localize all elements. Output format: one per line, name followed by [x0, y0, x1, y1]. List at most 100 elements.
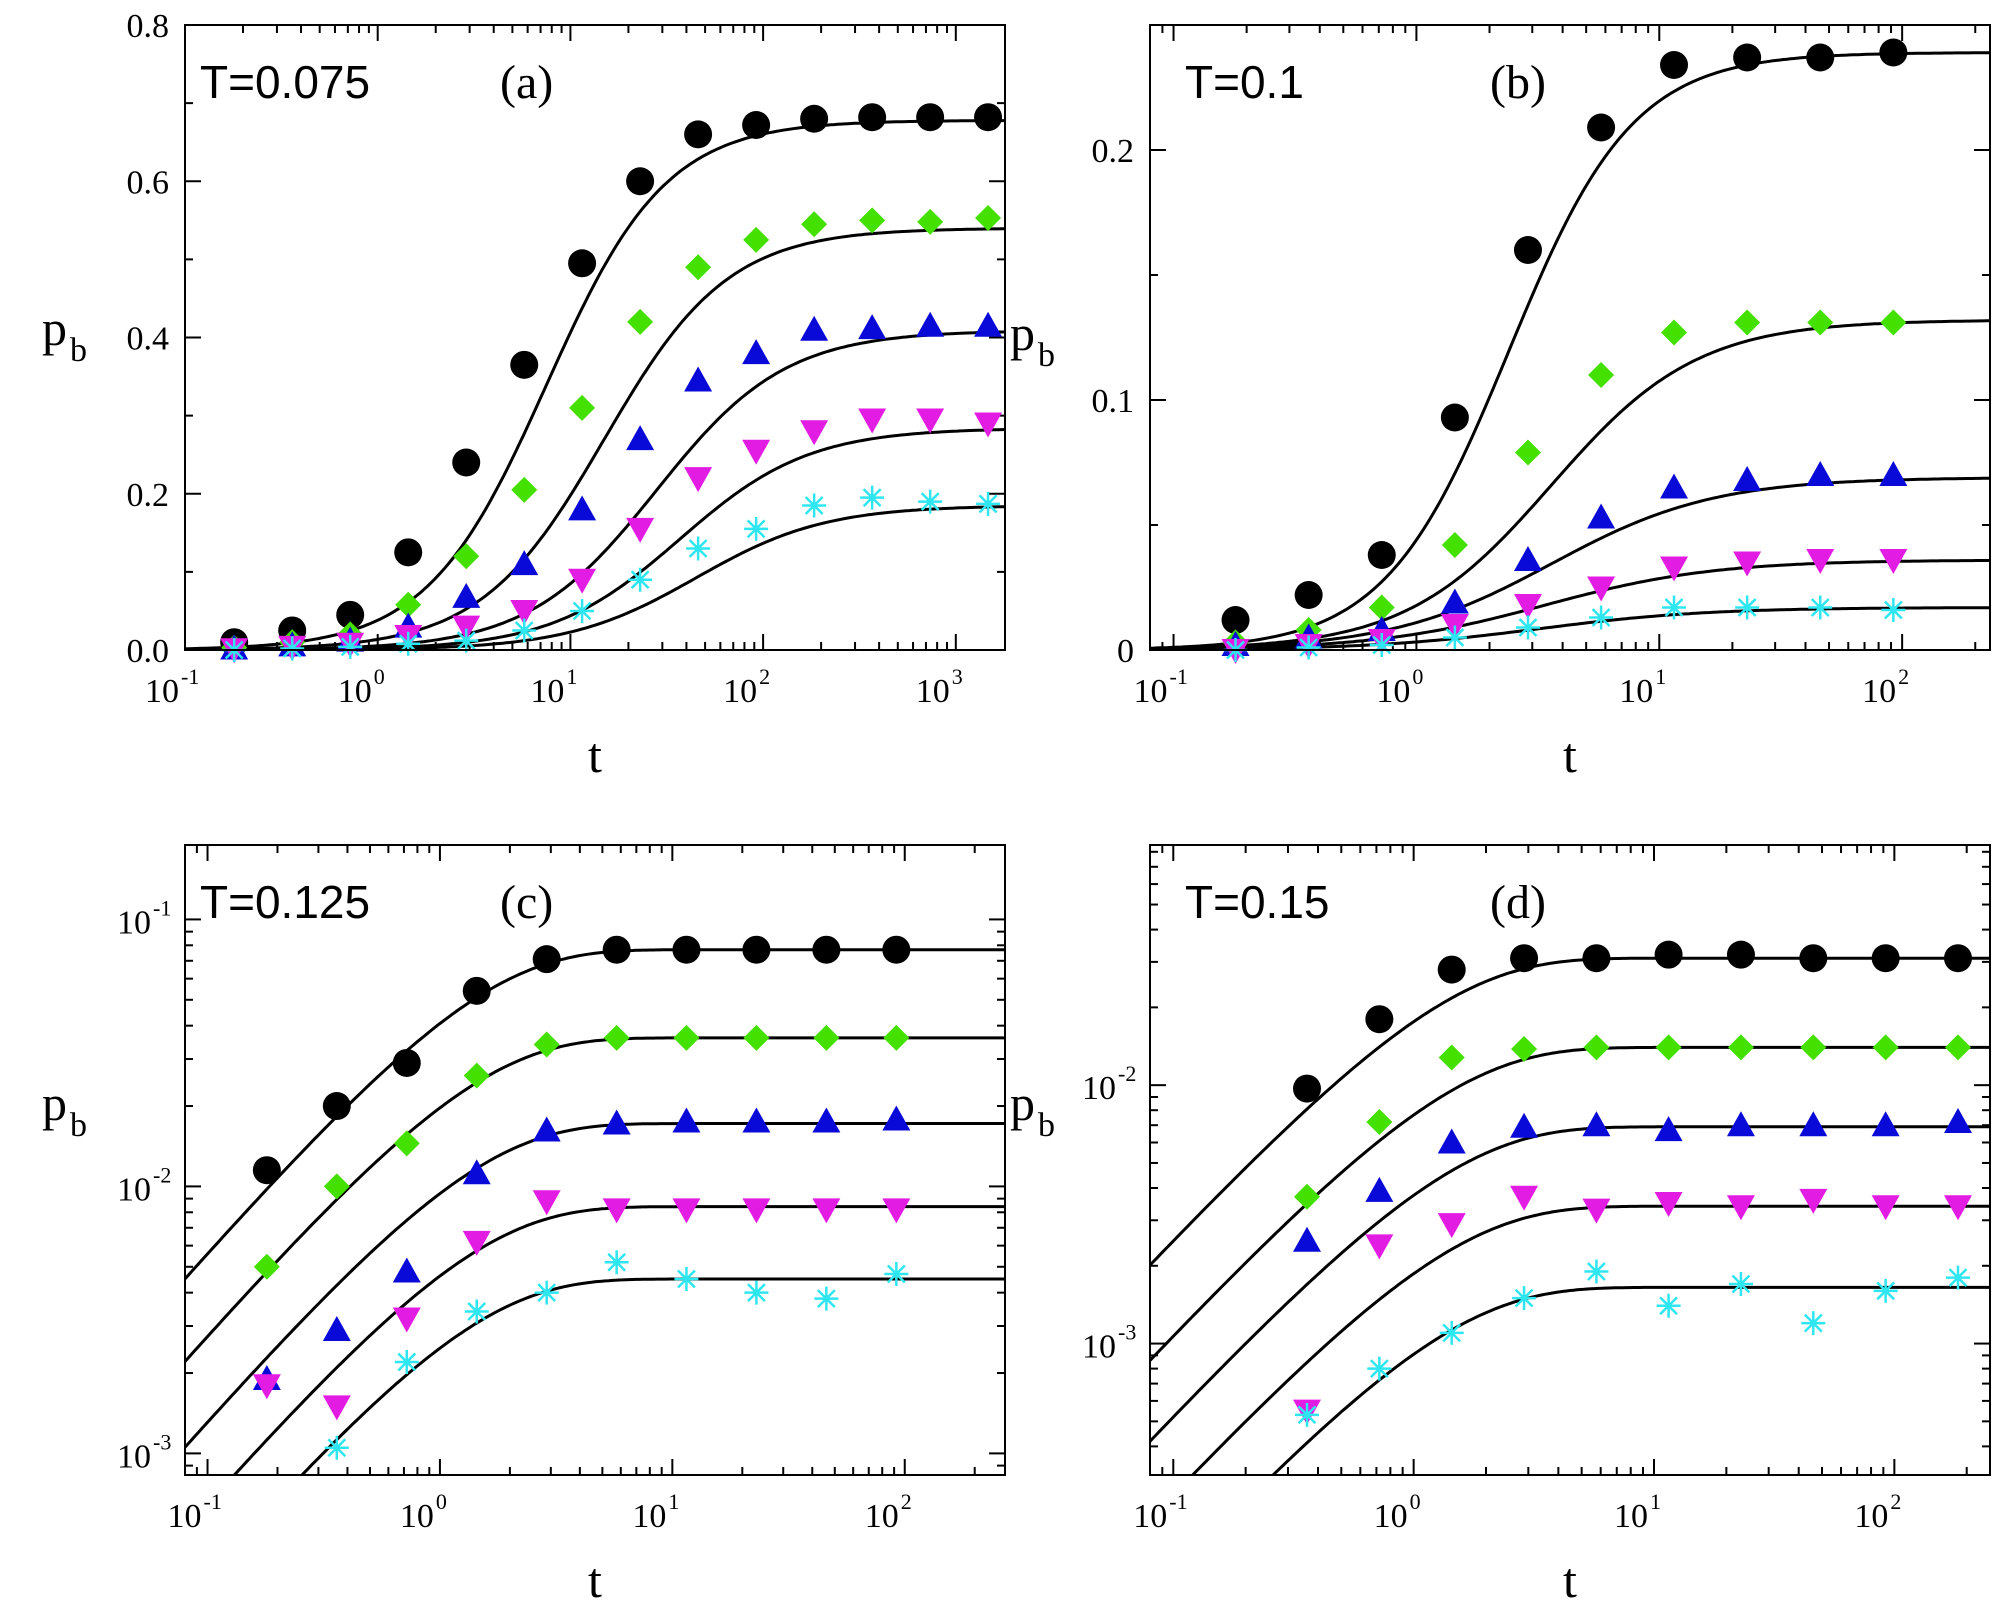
x-axis-label: t	[588, 727, 602, 783]
svg-text:p: p	[1010, 1075, 1035, 1131]
circle-point	[1293, 1074, 1322, 1103]
circle-point	[322, 1092, 351, 1121]
y-tick-label: 10 -2	[117, 1162, 171, 1208]
fit-curve-triangle-down	[232, 1205, 1005, 1475]
diamond-point	[511, 476, 538, 503]
diamond-point	[1880, 309, 1907, 336]
diamond-point	[1583, 1034, 1610, 1061]
y-tick-label: 0.4	[127, 321, 170, 358]
triangle-down-point	[1799, 1188, 1828, 1214]
star-point	[1367, 1356, 1392, 1381]
temperature-label: T=0.15	[1185, 876, 1330, 928]
star-point	[604, 1250, 629, 1275]
diamond-point	[1800, 1034, 1827, 1061]
diamond-point	[569, 394, 596, 421]
triangle-down-point	[1733, 551, 1762, 577]
svg-text:-1: -1	[204, 1489, 222, 1514]
triangle-down-point	[1944, 1195, 1973, 1221]
svg-text:0: 0	[436, 1489, 447, 1514]
svg-text:2: 2	[901, 1489, 912, 1514]
circle-point	[452, 448, 481, 477]
star-point	[884, 1261, 909, 1286]
svg-text:10: 10	[338, 673, 372, 710]
series-triangle-down	[1221, 549, 1908, 664]
star-point	[534, 1280, 559, 1305]
circle-point	[916, 103, 945, 132]
series-diamond	[1294, 1034, 1972, 1210]
svg-text:10: 10	[723, 673, 757, 710]
triangle-down-point	[392, 1307, 421, 1333]
triangle-down-point	[1660, 556, 1689, 582]
x-tick-label: 10 1	[632, 1489, 679, 1535]
circle-point	[800, 104, 829, 133]
circle-point	[812, 935, 841, 964]
diamond-point	[453, 543, 480, 570]
star-point	[1369, 633, 1394, 657]
fit-curve-triangle-down	[1150, 559, 1990, 650]
triangle-down-point	[1582, 1198, 1611, 1224]
series-diamond	[1222, 309, 1907, 656]
fit-curve-diamond	[185, 227, 1005, 650]
panel-c: 10 -1 10 0 10 1 10 210 -310 -210 -1 T=0.125 (c)tp b	[42, 844, 1006, 1600]
triangle-up-point	[812, 1107, 841, 1133]
y-tick-label: 0.6	[127, 164, 170, 201]
triangle-down-point	[684, 467, 713, 493]
series-triangle-up	[1293, 1108, 1973, 1252]
triangle-down-point	[812, 1198, 841, 1224]
triangle-down-point	[532, 1190, 561, 1216]
triangle-up-point	[1510, 1112, 1539, 1138]
star-point	[1515, 615, 1540, 640]
triangle-up-point	[800, 315, 829, 341]
x-tick-label: 10 -1	[168, 1489, 222, 1535]
triangle-down-point	[462, 1230, 491, 1256]
series-star	[1295, 1259, 1970, 1427]
triangle-down-point	[510, 599, 539, 625]
circle-point	[1654, 940, 1683, 969]
fit-curve-circle	[1150, 956, 1990, 1267]
circle-point	[626, 167, 655, 196]
series-triangle-up	[1221, 461, 1908, 656]
triangle-up-point	[510, 550, 539, 576]
star-point	[1656, 1293, 1681, 1318]
svg-text:10: 10	[1374, 1498, 1408, 1535]
panel-label: (b)	[1490, 56, 1546, 109]
diamond-point	[393, 1130, 420, 1157]
diamond-point	[323, 1173, 350, 1200]
svg-text:2: 2	[759, 664, 770, 689]
x-axis-label: t	[1563, 1552, 1577, 1600]
triangle-up-point	[1660, 473, 1689, 499]
series-triangle-down	[1293, 1185, 1973, 1425]
diamond-point	[801, 211, 828, 238]
star-point	[1589, 605, 1614, 630]
fit-curve-triangle-up	[185, 1122, 1005, 1449]
svg-text:b: b	[1038, 337, 1055, 374]
triangle-up-point	[392, 1257, 421, 1283]
svg-text:0: 0	[1410, 1489, 1421, 1514]
diamond-point	[533, 1031, 560, 1058]
star-point	[1808, 595, 1833, 620]
triangle-up-point	[1799, 1111, 1828, 1137]
star-point	[1296, 635, 1321, 660]
svg-text:10: 10	[865, 1498, 899, 1535]
circle-point	[1582, 944, 1611, 973]
svg-text:10: 10	[145, 673, 179, 710]
y-tick-label: 0	[1117, 633, 1134, 670]
svg-text:b: b	[70, 1107, 87, 1144]
star-point	[744, 1280, 769, 1305]
circle-point	[510, 350, 539, 379]
svg-text:10: 10	[400, 1498, 434, 1535]
diamond-point	[1441, 532, 1468, 558]
svg-text:10: 10	[1619, 673, 1653, 710]
diamond-point	[1872, 1034, 1899, 1061]
triangle-up-point	[626, 425, 655, 451]
diamond-point	[813, 1024, 840, 1051]
svg-text:-1: -1	[1170, 664, 1188, 689]
x-tick-label: 10 0	[400, 1489, 447, 1535]
triangle-up-point	[858, 314, 887, 340]
triangle-up-point	[684, 366, 713, 392]
x-tick-label: 10 -1	[145, 664, 199, 710]
circle-point	[1726, 940, 1755, 969]
star-point	[744, 516, 769, 541]
